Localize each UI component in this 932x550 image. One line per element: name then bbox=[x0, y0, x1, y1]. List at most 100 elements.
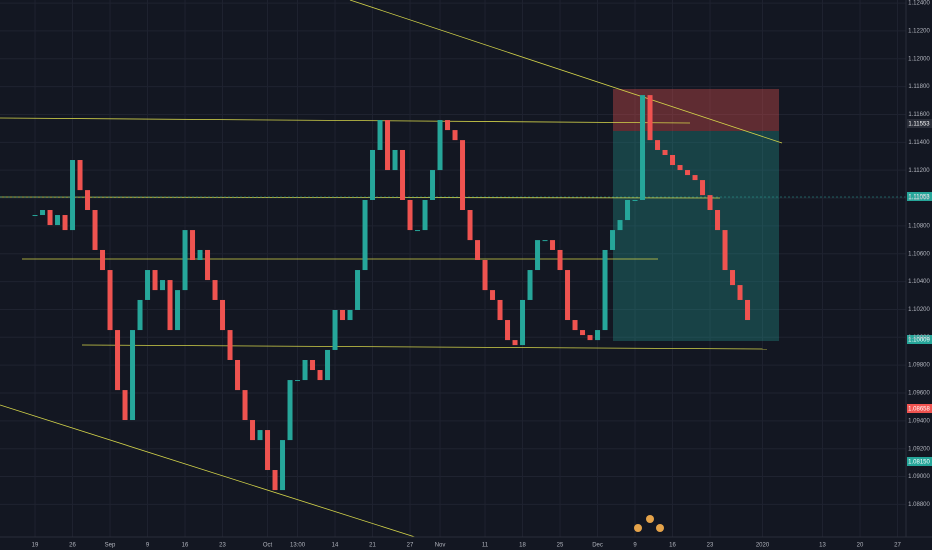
candle bbox=[182, 230, 188, 291]
candle bbox=[227, 330, 233, 360]
x-tick-label: 26 bbox=[69, 543, 76, 549]
y-tick-label: 1.11400 bbox=[908, 140, 930, 146]
candle bbox=[242, 390, 248, 421]
candle bbox=[347, 310, 353, 321]
candle bbox=[445, 120, 451, 131]
candle bbox=[362, 199, 368, 271]
price-badge: 1.11553 bbox=[908, 122, 930, 128]
candle bbox=[490, 290, 496, 300]
x-tick-label: 19 bbox=[32, 543, 39, 549]
candle bbox=[355, 270, 361, 311]
candle bbox=[40, 210, 46, 216]
event-icon bbox=[656, 524, 664, 532]
candle bbox=[130, 330, 136, 421]
candle bbox=[550, 240, 556, 250]
x-tick-label: Oct bbox=[263, 543, 273, 549]
x-tick-label: 23 bbox=[707, 543, 714, 549]
y-tick-label: 1.09000 bbox=[908, 474, 930, 480]
x-tick-label: Dec bbox=[592, 543, 603, 549]
candle bbox=[497, 299, 503, 321]
candle bbox=[115, 330, 121, 391]
candle bbox=[287, 380, 293, 441]
candle bbox=[670, 155, 676, 166]
candle bbox=[370, 149, 376, 200]
target-zone bbox=[613, 131, 779, 341]
price-badges: 1.11553 1.11053 1.10009 1.08658 1.08150 bbox=[907, 119, 932, 466]
candle bbox=[460, 140, 466, 211]
x-tick-label: 9 bbox=[633, 543, 637, 549]
candle bbox=[175, 290, 181, 331]
candle bbox=[152, 270, 158, 291]
x-tick-label: 13:00 bbox=[290, 543, 306, 549]
candle bbox=[722, 230, 728, 271]
candle bbox=[437, 120, 443, 171]
candle bbox=[692, 175, 698, 181]
y-tick-label: 1.11000 bbox=[908, 196, 930, 202]
candle bbox=[62, 215, 68, 231]
candle bbox=[197, 249, 203, 261]
y-tick-label: 1.08800 bbox=[908, 502, 930, 508]
candle bbox=[655, 140, 661, 150]
candle bbox=[557, 249, 563, 271]
candle bbox=[250, 420, 256, 441]
candle bbox=[85, 190, 91, 211]
candle bbox=[32, 215, 38, 217]
price-badge: 1.11053 bbox=[908, 195, 930, 201]
candle bbox=[415, 230, 421, 232]
candle bbox=[617, 220, 623, 231]
candle bbox=[407, 199, 413, 231]
candle bbox=[422, 199, 428, 231]
candle bbox=[190, 230, 196, 261]
badge-bg bbox=[907, 404, 932, 413]
trend-line bbox=[81, 344, 768, 350]
candle bbox=[332, 310, 338, 350]
candle bbox=[730, 270, 736, 286]
candle bbox=[340, 310, 346, 321]
candle bbox=[385, 120, 391, 171]
candle bbox=[572, 320, 578, 331]
candle bbox=[55, 215, 61, 226]
candle bbox=[475, 240, 481, 261]
candle bbox=[377, 120, 383, 150]
candle bbox=[595, 330, 601, 341]
x-tick-label: 13 bbox=[819, 543, 826, 549]
candle bbox=[77, 160, 83, 191]
candle bbox=[640, 95, 646, 200]
candle bbox=[587, 335, 593, 341]
badge-bg bbox=[907, 457, 932, 466]
badge-bg bbox=[907, 335, 932, 344]
candle bbox=[47, 210, 53, 226]
x-tick-label: 25 bbox=[557, 543, 564, 549]
trend-line bbox=[0, 117, 691, 124]
x-tick-label: 27 bbox=[407, 543, 414, 549]
trend-line bbox=[349, 0, 783, 144]
candle bbox=[677, 165, 683, 171]
y-tick-label: 1.11600 bbox=[908, 112, 930, 118]
y-tick-label: 1.12400 bbox=[908, 1, 930, 7]
candle bbox=[737, 285, 743, 300]
price-badge: 1.08658 bbox=[908, 407, 930, 413]
x-tick-label: 23 bbox=[219, 543, 226, 549]
candle bbox=[100, 249, 106, 271]
price-badge: 1.08150 bbox=[908, 460, 930, 466]
y-tick-label: 1.10000 bbox=[908, 335, 930, 341]
y-tick-label: 1.10200 bbox=[908, 307, 930, 313]
y-tick-label: 1.10600 bbox=[908, 251, 930, 257]
price-badge: 1.10009 bbox=[908, 338, 930, 344]
candle bbox=[685, 170, 691, 176]
candle bbox=[565, 270, 571, 321]
candle bbox=[707, 195, 713, 211]
candle bbox=[745, 299, 751, 321]
candle bbox=[392, 149, 398, 171]
candle bbox=[92, 210, 98, 250]
candle bbox=[602, 249, 608, 331]
candle bbox=[167, 280, 173, 331]
y-tick-label: 1.12000 bbox=[908, 56, 930, 62]
x-tick-label: 21 bbox=[369, 543, 376, 549]
candle bbox=[325, 349, 331, 381]
candle bbox=[482, 260, 488, 291]
candle bbox=[625, 199, 631, 221]
candle bbox=[145, 270, 151, 300]
candle bbox=[317, 370, 323, 381]
x-tick-label: 9 bbox=[146, 543, 150, 549]
